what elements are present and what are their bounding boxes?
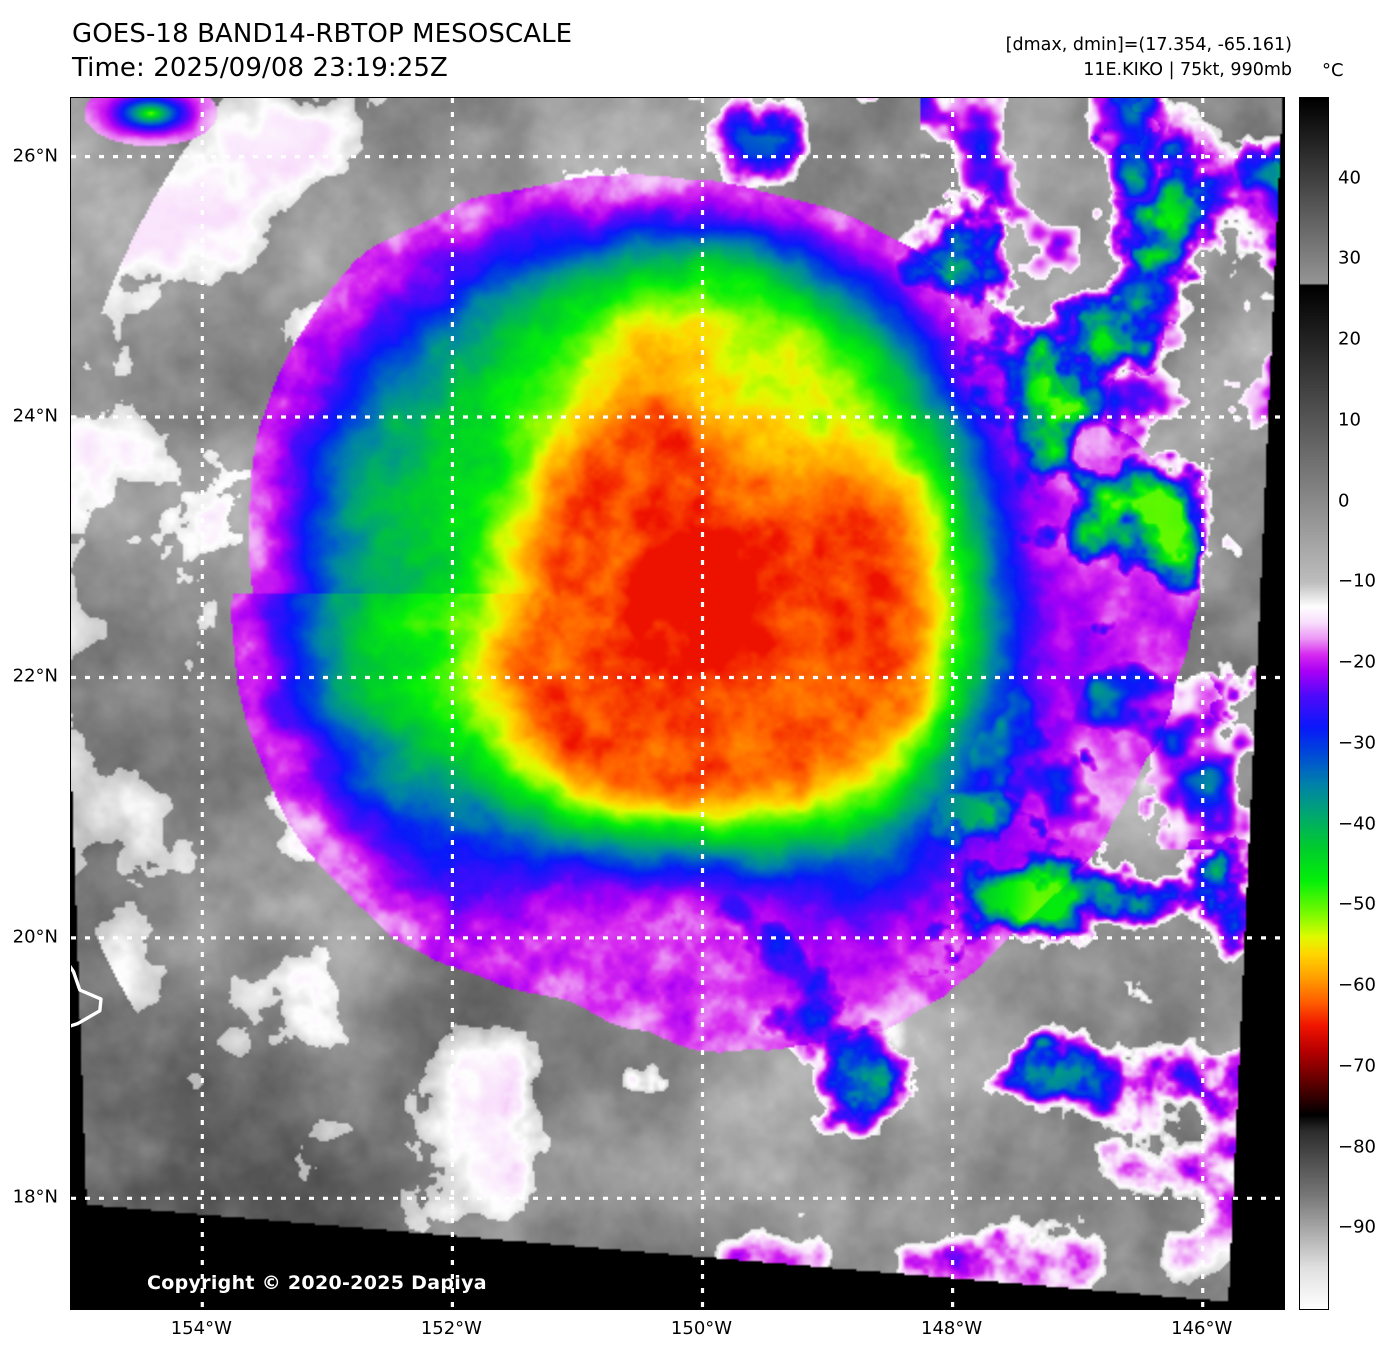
latitude-tick-24N: 24°N [12,405,58,427]
longitude-tick-154W: 154°W [170,1318,232,1339]
longitude-tick-152W: 152°W [420,1318,482,1339]
colorbar-tick-minus40: −40 [1338,813,1376,835]
colorbar-tick-minus10: −10 [1338,570,1376,592]
colorbar [1299,97,1329,1310]
colorbar-tick-minus50: −50 [1338,893,1376,915]
colorbar-tick-minus20: −20 [1338,651,1376,673]
latitude-tick-18N: 18°N [12,1186,58,1208]
satellite-imagery-canvas [71,98,1284,1309]
colorbar-tick-20: 20 [1338,328,1361,350]
title-block: GOES-18 BAND14-RBTOP MESOSCALE Time: 202… [72,18,572,86]
colorbar-tick-minus30: −30 [1338,732,1376,754]
colorbar-tick-minus80: −80 [1338,1136,1376,1158]
colorbar-tick-0: 0 [1338,490,1350,512]
timestamp-label: Time: 2025/09/08 23:19:25Z [72,52,448,83]
latitude-tick-26N: 26°N [12,145,58,167]
colorbar-tick-minus70: −70 [1338,1055,1376,1077]
colorbar-tick-10: 10 [1338,409,1361,431]
copyright-label: Copyright © 2020-2025 Dapiya [147,1272,487,1294]
storm-info-label: 11E.KIKO | 75kt, 990mb [1083,59,1292,80]
colorbar-unit-label: °C [1322,60,1344,81]
longitude-tick-148W: 148°W [921,1318,983,1339]
colorbar-tick-40: 40 [1338,167,1361,189]
latitude-tick-20N: 20°N [12,926,58,948]
colorbar-tick-30: 30 [1338,247,1361,269]
colorbar-gradient [1300,98,1328,1309]
colorbar-tick-minus90: −90 [1338,1216,1376,1238]
dmax-dmin-label: [dmax, dmin]=(17.354, -65.161) [1005,35,1292,55]
longitude-tick-150W: 150°W [670,1318,733,1339]
longitude-tick-146W: 146°W [1171,1318,1233,1339]
latitude-tick-22N: 22°N [12,665,58,687]
satellite-image-plot: Copyright © 2020-2025 Dapiya [70,97,1285,1310]
page-title: GOES-18 BAND14-RBTOP MESOSCALE [72,19,573,49]
metadata-block: [dmax, dmin]=(17.354, -65.161) 11E.KIKO … [1006,33,1292,83]
colorbar-tick-minus60: −60 [1338,974,1376,996]
